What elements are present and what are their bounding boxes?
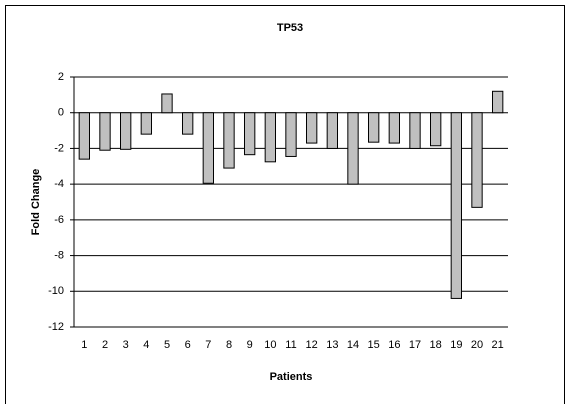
bar	[306, 112, 318, 144]
bar	[140, 112, 153, 135]
bar	[430, 112, 442, 147]
bar	[264, 112, 276, 163]
bar	[99, 112, 111, 151]
bar	[244, 112, 256, 156]
bar	[120, 112, 132, 150]
x-tick-label: 18	[430, 339, 442, 351]
x-tick-label: 2	[102, 339, 108, 351]
x-tick-label: 6	[185, 339, 191, 351]
x-tick-label: 21	[492, 339, 504, 351]
bar	[161, 93, 173, 114]
y-tick-label: -4	[54, 178, 64, 190]
bar	[182, 112, 194, 135]
x-tick-label: 7	[205, 339, 211, 351]
bar	[202, 112, 215, 184]
bar	[471, 112, 483, 208]
x-tick-label: 12	[306, 339, 318, 351]
x-tick-label: 9	[247, 339, 253, 351]
x-tick-label: 8	[226, 339, 232, 351]
bar	[450, 112, 462, 299]
y-tick-label: -8	[54, 249, 64, 261]
bar	[78, 112, 90, 160]
x-tick-label: 16	[388, 339, 400, 351]
bar	[347, 112, 359, 185]
x-tick-label: 11	[285, 339, 296, 351]
bar	[492, 90, 504, 114]
x-tick-label: 15	[368, 339, 380, 351]
x-tick-label: 10	[264, 339, 276, 351]
x-tick-label: 3	[123, 339, 129, 351]
y-tick-label: 0	[58, 107, 64, 119]
x-tick-label: 20	[471, 339, 483, 351]
y-tick-label: 2	[58, 71, 64, 83]
y-axis-label: Fold Change	[30, 169, 42, 236]
x-tick-label: 1	[81, 339, 87, 351]
bar	[388, 112, 400, 144]
bar	[285, 112, 297, 157]
x-tick-label: 5	[164, 339, 170, 351]
bar	[409, 112, 421, 149]
chart-title: TP53	[277, 22, 303, 34]
x-axis-label: Patients	[270, 371, 313, 383]
y-tick-label: -2	[54, 142, 64, 154]
bar	[223, 112, 235, 169]
x-tick-label: 14	[347, 339, 359, 351]
bar	[326, 112, 338, 149]
x-tick-label: 13	[326, 339, 338, 351]
y-tick-label: -6	[54, 214, 64, 226]
x-tick-label: 17	[409, 339, 421, 351]
x-tick-label: 4	[143, 339, 149, 351]
x-tick-label: 19	[450, 339, 462, 351]
bar	[368, 112, 380, 143]
y-tick-label: -10	[48, 285, 64, 297]
y-tick-label: -12	[48, 321, 64, 333]
